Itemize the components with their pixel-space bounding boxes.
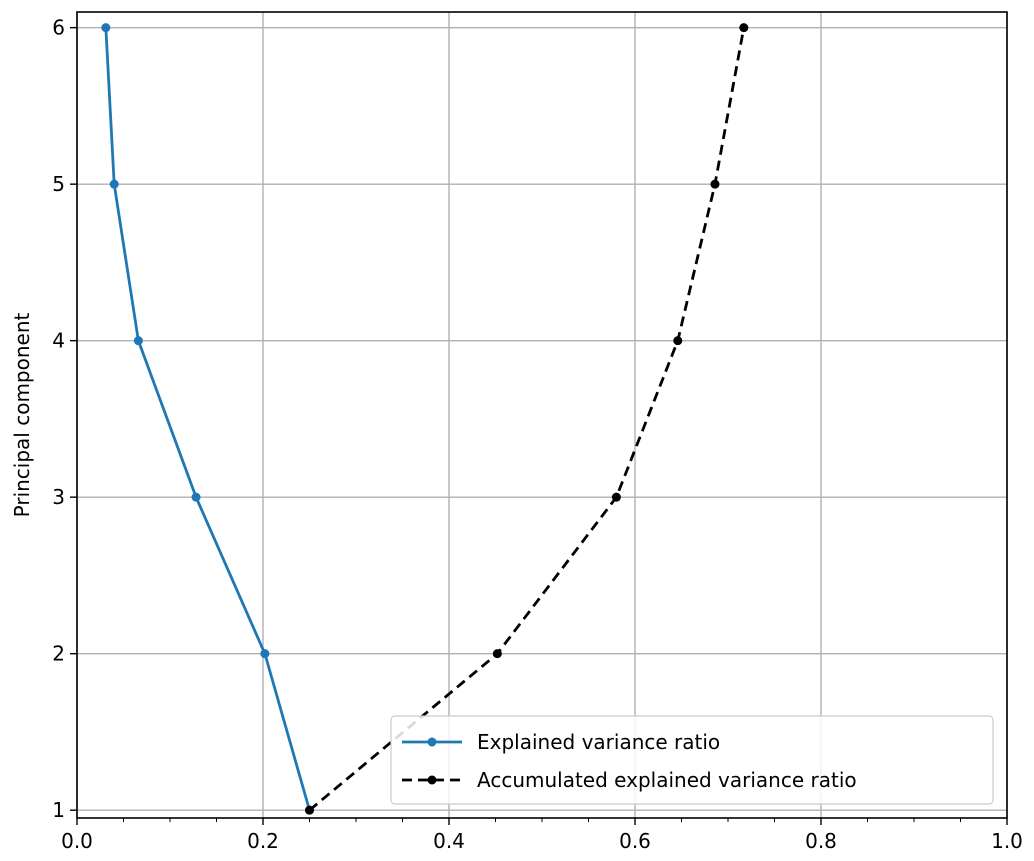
series-1-point: [260, 649, 270, 659]
legend: Explained variance ratio Accumulated expl…: [390, 715, 994, 805]
series-2-point: [673, 336, 683, 346]
y-tick-label: 3: [52, 485, 65, 509]
legend-label-1: Explained variance ratio: [477, 730, 720, 754]
series-2-point: [739, 23, 749, 33]
plot-frame: [76, 11, 1008, 819]
series-2-point: [492, 649, 502, 659]
y-tick-label: 2: [52, 642, 65, 666]
legend-label-2: Accumulated explained variance ratio: [477, 768, 857, 792]
series-2-point: [611, 492, 621, 502]
x-tick-label: 0.2: [247, 829, 279, 853]
y-axis-label: Principal component: [10, 312, 34, 517]
y-tick-label: 5: [52, 172, 65, 196]
x-tick-label: 0.6: [619, 829, 651, 853]
series-1-point: [109, 179, 119, 189]
ticks: 0.0 0.2 0.4 0.6 0.8 1.0 1 2 3 4 5 6: [52, 16, 1023, 853]
y-tick-label: 6: [52, 16, 65, 40]
series-line-1: [104, 27, 311, 811]
y-tick-label: 1: [52, 798, 65, 822]
grid: [76, 12, 1008, 818]
series-1-point: [191, 492, 201, 502]
series-line-2: [308, 27, 746, 812]
series-2-point: [305, 805, 314, 815]
series-1-point: [133, 336, 143, 346]
x-tick-label: 0.4: [433, 829, 465, 853]
x-tick-label: 0.0: [61, 829, 93, 853]
y-tick-label: 4: [52, 329, 65, 353]
series-2-point: [710, 179, 720, 189]
legend-marker-2: [427, 775, 437, 785]
legend-marker-1: [427, 737, 437, 747]
series-1-point: [101, 23, 111, 33]
x-tick-label: 1.0: [991, 829, 1023, 853]
series-layer: [101, 23, 749, 815]
legend-frame: [390, 715, 994, 805]
x-tick-label: 0.8: [805, 829, 837, 853]
legend-entries: Explained variance ratio Accumulated expl…: [402, 730, 857, 792]
